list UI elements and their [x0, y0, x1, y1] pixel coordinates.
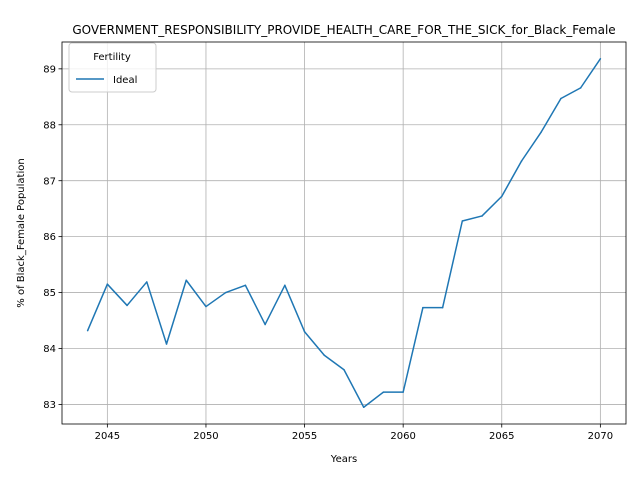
data-point	[481, 215, 483, 217]
data-point	[244, 284, 247, 287]
x-tick-label: 2045	[95, 431, 120, 442]
data-point	[520, 160, 523, 162]
data-point	[284, 284, 286, 287]
series-layer	[86, 58, 602, 408]
data-point	[422, 306, 424, 309]
data-point	[461, 220, 464, 222]
data-point	[185, 279, 187, 282]
y-tick-label: 85	[43, 288, 56, 299]
data-point	[224, 291, 227, 294]
data-point	[205, 305, 207, 308]
data-point	[126, 304, 128, 307]
legend-label-ideal: Ideal	[113, 75, 137, 86]
data-point	[382, 391, 385, 393]
data-point	[106, 283, 109, 285]
x-tick-label: 2050	[193, 431, 218, 442]
x-tick-label: 2070	[588, 431, 613, 442]
data-point	[146, 281, 148, 283]
axes-frame	[61, 41, 627, 425]
x-tick-label: 2055	[292, 431, 317, 442]
x-tick-label: 2060	[390, 431, 415, 442]
data-point	[579, 87, 582, 89]
data-point	[323, 354, 326, 356]
y-tick-label: 86	[43, 232, 56, 243]
data-point	[501, 195, 503, 198]
data-point	[303, 330, 306, 333]
data-point	[343, 368, 345, 371]
y-tick-label: 83	[43, 400, 56, 411]
data-point	[599, 58, 602, 60]
y-tick-label: 87	[43, 176, 56, 187]
data-point	[441, 306, 444, 309]
y-tick-label: 89	[43, 64, 56, 75]
ticks: 2045 2050 2055 2060 2065 2070 83 84 85 86 87 88 89	[43, 64, 613, 442]
x-axis-label: Years	[330, 454, 357, 465]
y-tick-label: 88	[43, 120, 56, 131]
y-axis-label: % of Black_Female Population	[16, 158, 27, 307]
grid	[62, 42, 626, 424]
legend: Fertility Ideal	[68, 42, 157, 93]
data-point	[402, 391, 404, 393]
data-point	[86, 329, 89, 332]
x-tick-label: 2065	[489, 431, 514, 442]
chart-title: GOVERNMENT_RESPONSIBILITY_PROVIDE_HEALTH…	[72, 23, 615, 37]
data-point	[560, 97, 562, 100]
data-point	[165, 343, 168, 345]
y-tick-label: 84	[43, 344, 56, 355]
data-point	[264, 323, 266, 326]
legend-title: Fertility	[93, 52, 131, 63]
data-point	[362, 406, 365, 408]
data-point	[540, 131, 542, 133]
